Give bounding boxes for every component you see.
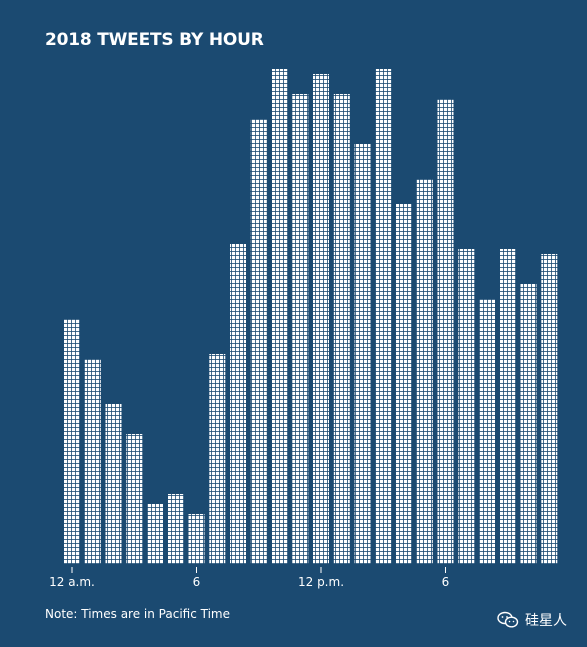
bar-hour-16 xyxy=(396,204,412,564)
bar-hour-21 xyxy=(499,249,516,564)
chart-title: 2018 TWEETS BY HOUR xyxy=(45,30,264,50)
x-tick-label: 12 a.m. xyxy=(49,575,95,589)
bar-hour-1 xyxy=(84,359,101,564)
x-tick-label: 12 p.m. xyxy=(298,575,344,589)
x-tick-label: 6 xyxy=(442,575,450,589)
bar-hour-23 xyxy=(541,254,558,564)
bar-hour-11 xyxy=(292,94,309,564)
bar-hour-20 xyxy=(479,299,495,564)
bar-hour-6 xyxy=(188,514,205,564)
bar-hour-15 xyxy=(375,69,392,564)
bar-hour-19 xyxy=(458,249,475,564)
bar-hour-22 xyxy=(520,284,537,564)
bar-hour-2 xyxy=(105,404,122,564)
footnote: Note: Times are in Pacific Time xyxy=(45,607,230,621)
bar-hour-13 xyxy=(333,94,350,564)
wechat-icon xyxy=(497,611,519,628)
bar-hour-5 xyxy=(167,494,184,564)
bar-hour-14 xyxy=(354,144,371,564)
watermark-text: 硅星人 xyxy=(525,613,567,629)
bar-hour-3 xyxy=(126,434,143,564)
bar-hour-17 xyxy=(416,179,433,564)
bar-hour-8 xyxy=(230,244,246,564)
bar-hour-12 xyxy=(313,74,329,564)
bar-hour-4 xyxy=(147,504,163,564)
bar-hour-0 xyxy=(64,319,80,564)
bar-hour-18 xyxy=(437,99,454,564)
bar-hour-10 xyxy=(271,69,288,564)
x-tick-label: 6 xyxy=(193,575,201,589)
bar-hour-7 xyxy=(209,354,226,564)
bar-chart: 12 a.m. 6 12 p.m. 6 xyxy=(49,69,558,589)
watermark: 硅星人 xyxy=(497,610,567,630)
bar-hour-9 xyxy=(250,119,267,564)
